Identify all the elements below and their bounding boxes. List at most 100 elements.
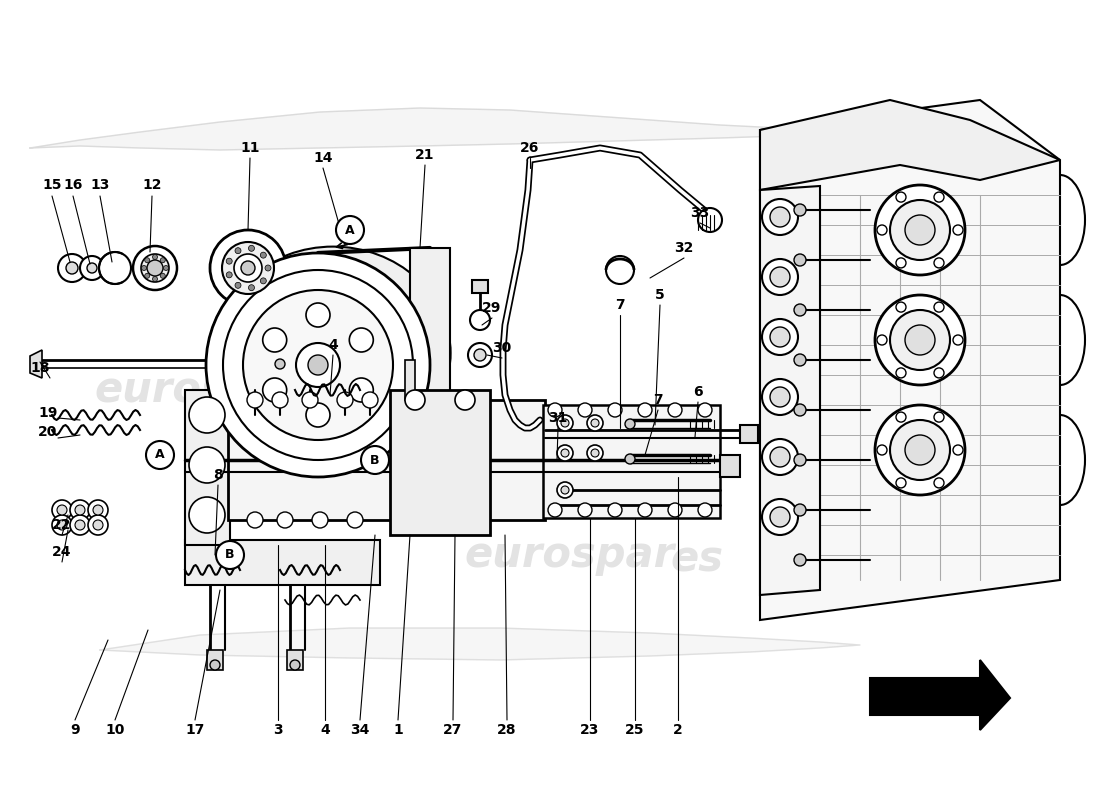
Circle shape [762, 199, 798, 235]
Circle shape [557, 482, 573, 498]
Circle shape [346, 512, 363, 528]
Circle shape [133, 246, 177, 290]
Circle shape [896, 412, 906, 422]
Text: 27: 27 [443, 723, 463, 737]
Polygon shape [390, 390, 490, 535]
Circle shape [770, 447, 790, 467]
Polygon shape [760, 100, 1060, 620]
Circle shape [638, 503, 652, 517]
Circle shape [794, 554, 806, 566]
Circle shape [210, 230, 286, 306]
Circle shape [94, 520, 103, 530]
Circle shape [608, 503, 622, 517]
Text: 11: 11 [240, 141, 260, 155]
Circle shape [145, 274, 150, 278]
Circle shape [934, 192, 944, 202]
Circle shape [934, 412, 944, 422]
Polygon shape [207, 650, 223, 670]
Circle shape [561, 486, 569, 494]
Text: 3: 3 [273, 723, 283, 737]
Circle shape [296, 343, 340, 387]
Circle shape [275, 359, 285, 369]
Circle shape [248, 512, 263, 528]
Circle shape [578, 503, 592, 517]
Text: 10: 10 [106, 723, 124, 737]
Circle shape [953, 445, 962, 455]
Circle shape [905, 435, 935, 465]
Circle shape [66, 262, 78, 274]
Circle shape [70, 515, 90, 535]
Circle shape [263, 328, 287, 352]
Circle shape [234, 254, 262, 282]
Polygon shape [185, 540, 380, 585]
Text: 6: 6 [693, 385, 703, 399]
Circle shape [934, 302, 944, 312]
Circle shape [770, 507, 790, 527]
Circle shape [608, 403, 622, 417]
Text: B: B [226, 549, 234, 562]
Circle shape [668, 503, 682, 517]
Circle shape [249, 246, 254, 251]
Text: 13: 13 [90, 178, 110, 192]
Text: es: es [300, 374, 353, 416]
Circle shape [698, 503, 712, 517]
Circle shape [770, 327, 790, 347]
Text: 4: 4 [320, 723, 330, 737]
Text: 30: 30 [493, 341, 512, 355]
Circle shape [361, 446, 389, 474]
Circle shape [896, 302, 906, 312]
Circle shape [306, 403, 330, 427]
Circle shape [794, 204, 806, 216]
Circle shape [189, 497, 226, 533]
Circle shape [762, 379, 798, 415]
Circle shape [762, 259, 798, 295]
Circle shape [587, 445, 603, 461]
Text: 19: 19 [39, 406, 57, 420]
Circle shape [263, 378, 287, 402]
Polygon shape [410, 248, 450, 478]
Circle shape [249, 285, 254, 290]
Circle shape [241, 261, 255, 275]
Text: 34: 34 [350, 723, 370, 737]
Circle shape [794, 354, 806, 366]
Circle shape [698, 403, 712, 417]
Polygon shape [760, 100, 1060, 190]
Circle shape [625, 419, 635, 429]
Polygon shape [185, 390, 230, 545]
Text: 2: 2 [673, 723, 683, 737]
Text: 4: 4 [328, 338, 338, 352]
Polygon shape [543, 405, 720, 518]
Circle shape [896, 478, 906, 488]
Text: 18: 18 [31, 361, 50, 375]
Circle shape [189, 397, 226, 433]
Text: 8: 8 [213, 468, 223, 482]
Circle shape [890, 310, 950, 370]
Circle shape [270, 354, 290, 374]
Circle shape [265, 265, 271, 271]
Circle shape [934, 258, 944, 268]
Circle shape [890, 200, 950, 260]
Circle shape [794, 404, 806, 416]
Circle shape [877, 225, 887, 235]
Circle shape [164, 266, 168, 270]
Circle shape [337, 392, 353, 408]
Circle shape [52, 515, 72, 535]
Polygon shape [760, 250, 800, 305]
Circle shape [668, 403, 682, 417]
Circle shape [591, 449, 600, 457]
Circle shape [141, 254, 169, 282]
Polygon shape [30, 108, 840, 150]
Circle shape [953, 335, 962, 345]
Circle shape [216, 541, 244, 569]
Circle shape [405, 390, 425, 410]
Circle shape [88, 500, 108, 520]
Circle shape [94, 505, 103, 515]
Circle shape [70, 500, 90, 520]
Polygon shape [720, 455, 740, 477]
Text: A: A [155, 449, 165, 462]
Circle shape [312, 512, 328, 528]
Circle shape [874, 295, 965, 385]
Circle shape [222, 242, 274, 294]
Polygon shape [740, 425, 758, 443]
Circle shape [468, 343, 492, 367]
